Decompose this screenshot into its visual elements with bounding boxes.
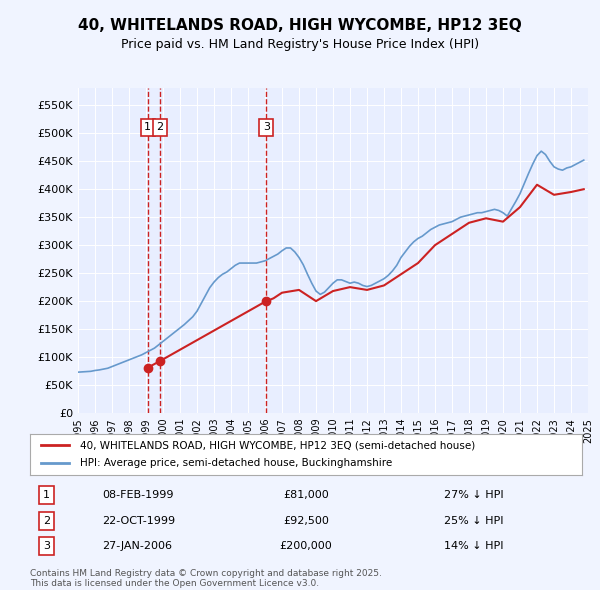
Text: 22-OCT-1999: 22-OCT-1999 (102, 516, 175, 526)
Text: 40, WHITELANDS ROAD, HIGH WYCOMBE, HP12 3EQ (semi-detached house): 40, WHITELANDS ROAD, HIGH WYCOMBE, HP12 … (80, 440, 475, 450)
Text: 3: 3 (43, 541, 50, 551)
Text: HPI: Average price, semi-detached house, Buckinghamshire: HPI: Average price, semi-detached house,… (80, 458, 392, 468)
Text: 2: 2 (43, 516, 50, 526)
Text: 08-FEB-1999: 08-FEB-1999 (102, 490, 173, 500)
Text: 3: 3 (263, 123, 269, 132)
Text: £92,500: £92,500 (283, 516, 329, 526)
Text: Contains HM Land Registry data © Crown copyright and database right 2025.: Contains HM Land Registry data © Crown c… (30, 569, 382, 578)
Text: 40, WHITELANDS ROAD, HIGH WYCOMBE, HP12 3EQ: 40, WHITELANDS ROAD, HIGH WYCOMBE, HP12 … (78, 18, 522, 32)
Text: Price paid vs. HM Land Registry's House Price Index (HPI): Price paid vs. HM Land Registry's House … (121, 38, 479, 51)
Text: £200,000: £200,000 (280, 541, 332, 551)
Text: 14% ↓ HPI: 14% ↓ HPI (444, 541, 503, 551)
Text: 1: 1 (43, 490, 50, 500)
Text: 27-JAN-2006: 27-JAN-2006 (102, 541, 172, 551)
Text: This data is licensed under the Open Government Licence v3.0.: This data is licensed under the Open Gov… (30, 579, 319, 588)
Text: 1: 1 (144, 123, 151, 132)
Text: 27% ↓ HPI: 27% ↓ HPI (444, 490, 503, 500)
Text: 25% ↓ HPI: 25% ↓ HPI (444, 516, 503, 526)
Text: 2: 2 (157, 123, 164, 132)
Text: £81,000: £81,000 (283, 490, 329, 500)
